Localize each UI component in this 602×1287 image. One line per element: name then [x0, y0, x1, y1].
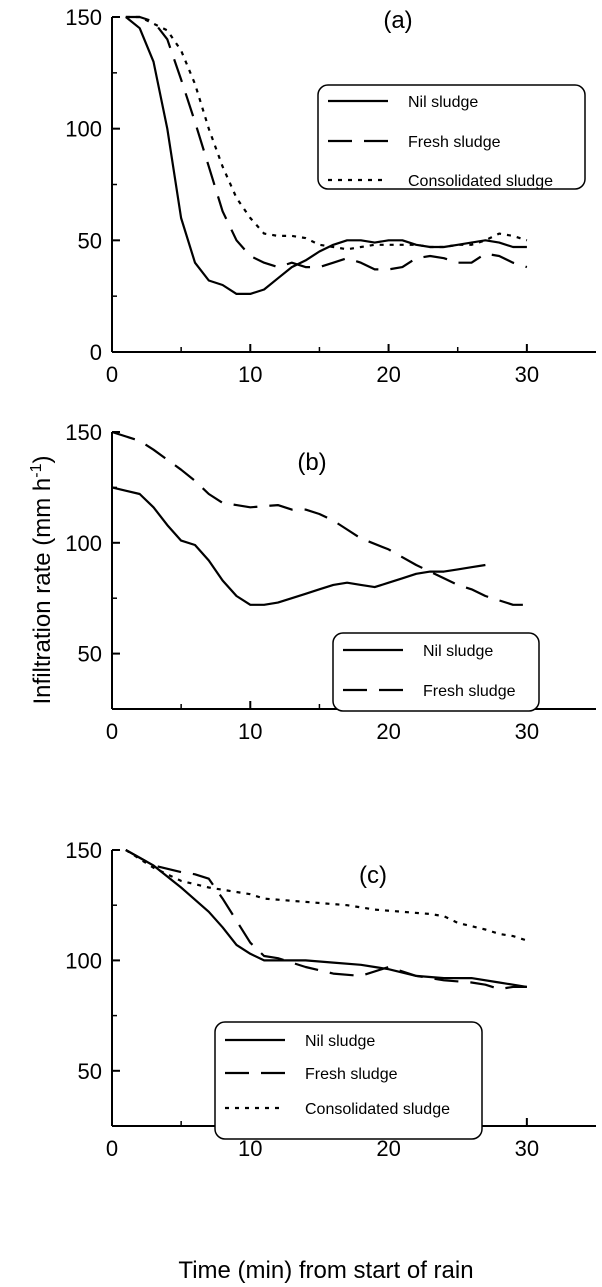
- legend-box: [317, 84, 586, 190]
- x-tick-label: 10: [238, 719, 262, 744]
- legend-label: Consolidated sludge: [305, 1101, 450, 1118]
- x-tick-label: 0: [106, 1136, 118, 1161]
- x-tick-label: 30: [515, 719, 539, 744]
- series-line-nil-sludge: [111, 486, 486, 606]
- x-tick-label: 30: [515, 362, 539, 387]
- y-axis-title-superscript: -1: [28, 463, 45, 477]
- y-tick-label: 50: [78, 642, 102, 667]
- x-tick-label: 0: [106, 362, 118, 387]
- y-axis-title-close: ): [29, 456, 56, 464]
- x-tick-label: 0: [106, 719, 118, 744]
- panel-a-chart: 0 50 100 150 0 10 20 30 (a) Nil sludge Fresh sludg…: [65, 5, 596, 387]
- y-tick-label: 150: [65, 838, 102, 863]
- legend: Nil sludge Fresh sludge Consolidated sludg…: [214, 1021, 483, 1140]
- panel-label: (b): [297, 449, 326, 476]
- series-line-fresh-sludge: [111, 430, 527, 606]
- series-line-consolidated-sludge: [125, 15, 528, 251]
- legend-label: Consolidated sludge: [408, 173, 553, 190]
- y-axis-title-main: Infiltration rate (mm h: [29, 478, 56, 705]
- series-line-nil-sludge: [125, 849, 528, 988]
- legend-label: Fresh sludge: [423, 683, 516, 700]
- legend: Nil sludge Fresh sludge Consolidated sludg…: [317, 84, 586, 190]
- x-tick-label: 20: [376, 719, 400, 744]
- legend-label: Nil sludge: [305, 1033, 375, 1050]
- legend-box: [332, 632, 540, 712]
- y-tick-label: 100: [65, 117, 102, 142]
- legend: Nil sludge Fresh sludge: [332, 632, 540, 712]
- x-tick-label: 20: [376, 362, 400, 387]
- y-axis-title: Infiltration rate (mm h-1): [28, 456, 56, 705]
- y-tick-label: 100: [65, 948, 102, 973]
- y-tick-label: 150: [65, 420, 102, 445]
- panel-label: (a): [383, 7, 412, 34]
- series-line-consolidated-sludge: [125, 849, 528, 942]
- y-tick-label: 0: [90, 340, 102, 365]
- series-line-fresh-sludge: [125, 15, 528, 271]
- x-tick-label: 10: [238, 1136, 262, 1161]
- legend-label: Fresh sludge: [408, 134, 501, 151]
- x-axis-title: Time (min) from start of rain: [178, 1257, 473, 1284]
- y-tick-label: 50: [78, 1059, 102, 1084]
- x-tick-label: 10: [238, 362, 262, 387]
- legend-label: Fresh sludge: [305, 1066, 398, 1083]
- x-tick-label: 20: [376, 1136, 400, 1161]
- y-tick-label: 100: [65, 531, 102, 556]
- panel-b-chart: 50 100 150 0 10 20 30 (b) Nil sludge Fresh sludge: [65, 420, 596, 744]
- series-line-fresh-sludge: [125, 849, 527, 991]
- legend-box: [214, 1021, 483, 1140]
- legend-label: Nil sludge: [408, 94, 478, 111]
- y-tick-label: 50: [78, 228, 102, 253]
- panel-label: (c): [359, 862, 387, 889]
- x-tick-label: 30: [515, 1136, 539, 1161]
- y-tick-label: 150: [65, 5, 102, 30]
- panel-c-chart: 50 100 150 0 10 20 30 (c) Nil sludge Fresh sludge…: [65, 838, 596, 1161]
- legend-label: Nil sludge: [423, 643, 493, 660]
